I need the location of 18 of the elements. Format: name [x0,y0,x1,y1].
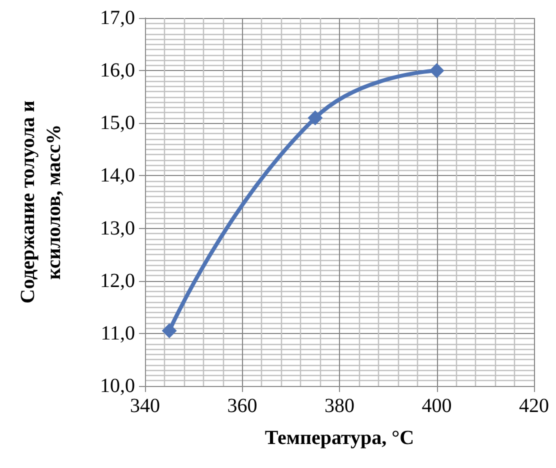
y-tick-label: 16,0 [100,60,135,82]
y-tick-label: 13,0 [100,217,135,240]
point [308,110,323,126]
x-tick-label: 420 [519,395,549,417]
y-tick-label: 10,0 [100,375,135,397]
y-tick-label: 11,0 [100,322,135,344]
y-tick-label: 15,0 [100,112,135,134]
x-tick-label: 380 [324,395,354,417]
y-axis-title: Содержание толуола и ксилолов, масс% [17,100,65,304]
y-tick-label: 12,0 [100,270,135,292]
y-tick-label: 14,0 [100,164,135,187]
x-tick-label: 400 [422,395,452,417]
x-tick-label: 360 [227,395,258,417]
y-tick-label: 17,0 [100,7,135,29]
point [429,63,444,78]
point [162,323,177,338]
x-tick-label: 340 [130,395,160,417]
x-axis-title: Температура, °C [264,427,414,449]
